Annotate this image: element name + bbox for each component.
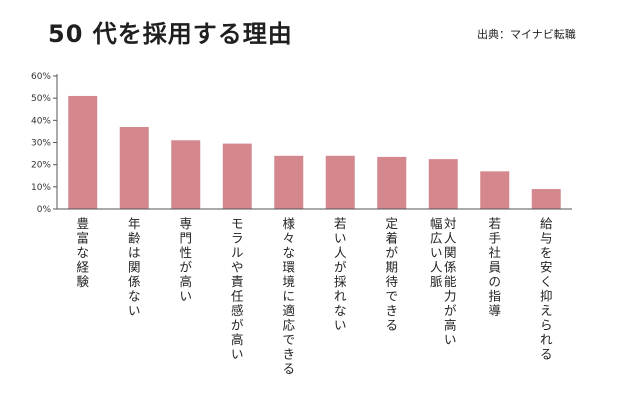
y-tick-label: 50% bbox=[31, 94, 51, 104]
bar bbox=[274, 155, 304, 209]
category-label: 様々な環境に適応できる bbox=[282, 216, 295, 376]
category-label: 給与を安く抑えられる bbox=[540, 216, 553, 362]
category-label: モラルや責任感が高い bbox=[231, 216, 244, 362]
bar bbox=[428, 159, 458, 209]
source-note: 出典：マイナビ転職 bbox=[477, 28, 576, 41]
bar bbox=[171, 140, 201, 209]
category-label: 定着が期待できる bbox=[385, 216, 398, 333]
category-label: 若手社員の指導 bbox=[488, 216, 501, 318]
y-tick-label: 40% bbox=[31, 116, 51, 126]
category-label: 対人関係能力が高い bbox=[444, 216, 457, 347]
bar bbox=[119, 126, 149, 209]
y-tick-label: 60% bbox=[31, 72, 51, 82]
category-label: 幅広い人脈 bbox=[430, 216, 443, 289]
category-labels: 豊富な経験 年齢は関係ない 専門性が高い モラルや責任感が高い 様々な環境に適応できる 若… bbox=[76, 216, 553, 376]
category-label: 豊富な経験 bbox=[76, 216, 89, 289]
bar bbox=[377, 156, 407, 209]
chart-title: 50 代を採用する理由 bbox=[48, 20, 293, 48]
y-tick-label: 10% bbox=[31, 183, 51, 193]
bar bbox=[68, 95, 98, 209]
y-tick-label: 30% bbox=[31, 139, 51, 149]
category-label: 若い人が採れない bbox=[334, 216, 347, 333]
category-label: 年齢は関係ない bbox=[128, 216, 141, 318]
y-axis: 0% 10% 20% 30% 40% 50% 60% bbox=[31, 72, 58, 215]
bar bbox=[531, 189, 561, 209]
bars bbox=[68, 95, 561, 209]
y-tick-label: 0% bbox=[37, 205, 52, 215]
bar bbox=[222, 143, 252, 209]
bar bbox=[480, 171, 510, 209]
bar bbox=[325, 155, 355, 209]
category-label: 専門性が高い bbox=[179, 216, 192, 304]
y-tick-label: 20% bbox=[31, 161, 51, 171]
